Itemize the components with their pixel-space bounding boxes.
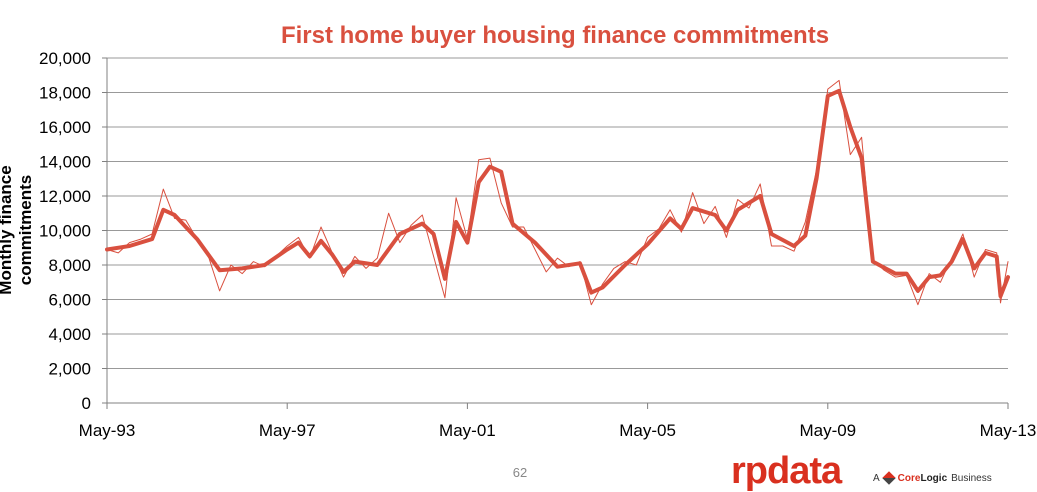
series-line-thick xyxy=(105,88,1010,299)
series-layer xyxy=(105,79,1010,306)
y-tick-label: 12,000 xyxy=(39,187,91,206)
x-tick-labels: May-93 May-97 May-01 May-05 May-09 May-13 xyxy=(79,421,1037,440)
rpdata-logo: rpdata xyxy=(731,450,842,492)
x-tick-label: May-09 xyxy=(799,421,856,440)
corelogic-logic: Logic xyxy=(920,472,948,484)
y-tick-label: 0 xyxy=(82,394,91,413)
gridlines xyxy=(107,57,1008,369)
chart-title: First home buyer housing finance commitm… xyxy=(280,22,830,49)
x-tick-label: May-13 xyxy=(980,421,1037,440)
axes xyxy=(102,57,1009,409)
y-tick-label: 16,000 xyxy=(39,118,91,137)
y-tick-label: 10,000 xyxy=(39,222,91,241)
tagline-prefix: A xyxy=(873,472,880,484)
y-tick-label: 4,000 xyxy=(48,325,91,344)
y-tick-label: 6,000 xyxy=(48,291,91,310)
tagline-suffix: Business xyxy=(951,472,992,484)
y-tick-label: 18,000 xyxy=(39,84,91,103)
x-tick-label: May-01 xyxy=(439,421,496,440)
page-number: 62 xyxy=(512,465,528,480)
y-axis-label: Monthly finance commitments xyxy=(0,165,35,295)
corelogic-mark-icon xyxy=(881,471,896,485)
y-tick-label: 20,000 xyxy=(39,49,91,68)
x-tick-label: May-93 xyxy=(79,421,136,440)
series-line-thin xyxy=(106,79,1009,306)
x-tick-label: May-05 xyxy=(619,421,676,440)
corelogic-tagline: A CoreLogic Business xyxy=(873,471,992,485)
y-tick-label: 2,000 xyxy=(48,360,91,379)
y-tick-labels: 0 2,000 4,000 6,000 8,000 10,000 12,000 14,000 1… xyxy=(39,49,91,413)
y-tick-label: 8,000 xyxy=(48,256,91,275)
y-tick-label: 14,000 xyxy=(39,153,91,172)
corelogic-core: Core xyxy=(897,472,921,484)
x-tick-label: May-97 xyxy=(259,421,316,440)
corelogic-name: CoreLogic xyxy=(898,473,947,484)
